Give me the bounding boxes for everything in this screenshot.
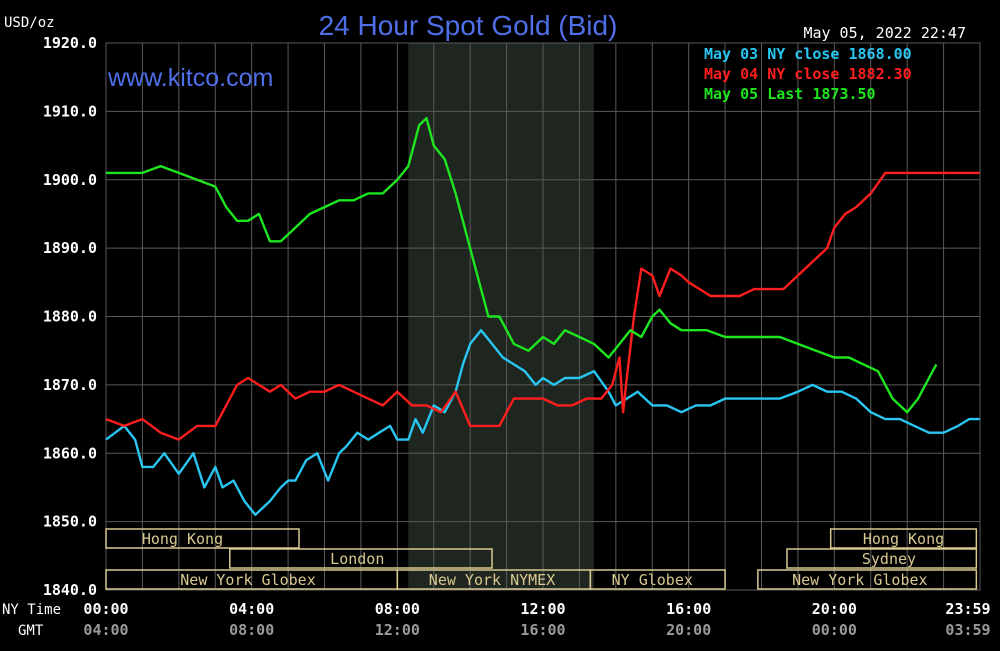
watermark: www.kitco.com (107, 64, 273, 92)
session-bars: Hong Kong Hong Kong London Sydney New York G… (105, 528, 978, 590)
x-tick-label-ny: 20:00 (812, 600, 857, 618)
gmt-row-label: GMT (18, 623, 44, 639)
y-tick-label: 1920.0 (43, 34, 97, 52)
legend-entry-may05: May 05 Last 1873.50 (704, 85, 876, 103)
x-tick-label-ny: 23:59 (945, 600, 990, 618)
legend-entry-may04: May 04 NY close 1882.30 (704, 65, 912, 83)
x-tick-label-gmt: 12:00 (375, 621, 420, 639)
axis-labels: 1840.0 1850.0 1860.0 1870.0 1880.0 1890.0 1900… (43, 34, 991, 639)
y-tick-label: 1900.0 (43, 171, 97, 189)
x-tick-label-gmt: 16:00 (520, 621, 565, 639)
y-tick-label: 1910.0 (43, 102, 97, 120)
session-label: NY Globex (612, 571, 693, 589)
plot-frame (105, 42, 981, 591)
y-tick-label: 1850.0 (43, 513, 97, 531)
x-tick-label-gmt: 00:00 (812, 621, 857, 639)
session-box (229, 548, 493, 569)
x-tick-label-ny: 00:00 (83, 600, 128, 618)
y-tick-label: 1840.0 (43, 581, 97, 599)
session-box (786, 548, 978, 569)
grid (105, 42, 981, 591)
session-box (829, 528, 978, 549)
timestamp: May 05, 2022 22:47 (803, 24, 966, 42)
session-label: New York Globex (792, 571, 927, 589)
session-label: Hong Kong (863, 530, 944, 548)
series-lines (105, 116, 980, 516)
session-box (757, 569, 978, 590)
series-line-may-05 (106, 116, 938, 414)
legend: May 03 NY close 1868.00 May 04 NY close … (704, 45, 912, 103)
session-box (589, 569, 726, 590)
session-label: Hong Kong (142, 530, 223, 548)
x-tick-label-gmt: 04:00 (83, 621, 128, 639)
y-tick-label: 1870.0 (43, 376, 97, 394)
legend-entry-may03: May 03 NY close 1868.00 (704, 45, 912, 63)
x-tick-label-gmt: 20:00 (666, 621, 711, 639)
x-tick-label-ny: 12:00 (520, 600, 565, 618)
x-tick-label-gmt: 08:00 (229, 621, 274, 639)
x-tick-label-ny: 04:00 (229, 600, 274, 618)
x-tick-label-ny: 16:00 (666, 600, 711, 618)
session-label: New York Globex (180, 571, 315, 589)
chart-title: 24 Hour Spot Gold (Bid) (319, 10, 618, 41)
x-tick-label-ny: 08:00 (375, 600, 420, 618)
y-tick-label: 1890.0 (43, 239, 97, 257)
session-label: New York NYMEX (429, 571, 555, 589)
y-tick-label: 1860.0 (43, 444, 97, 462)
session-label: Sydney (862, 550, 916, 568)
y-tick-label: 1880.0 (43, 308, 97, 326)
ny-time-row-label: NY Time (2, 602, 61, 618)
x-tick-label-gmt: 03:59 (945, 621, 990, 639)
session-label: London (330, 550, 384, 568)
series-line-may-03 (105, 329, 980, 516)
series-line-may-04 (105, 171, 980, 441)
session-box (105, 528, 300, 549)
units-label: USD/oz (4, 15, 55, 31)
